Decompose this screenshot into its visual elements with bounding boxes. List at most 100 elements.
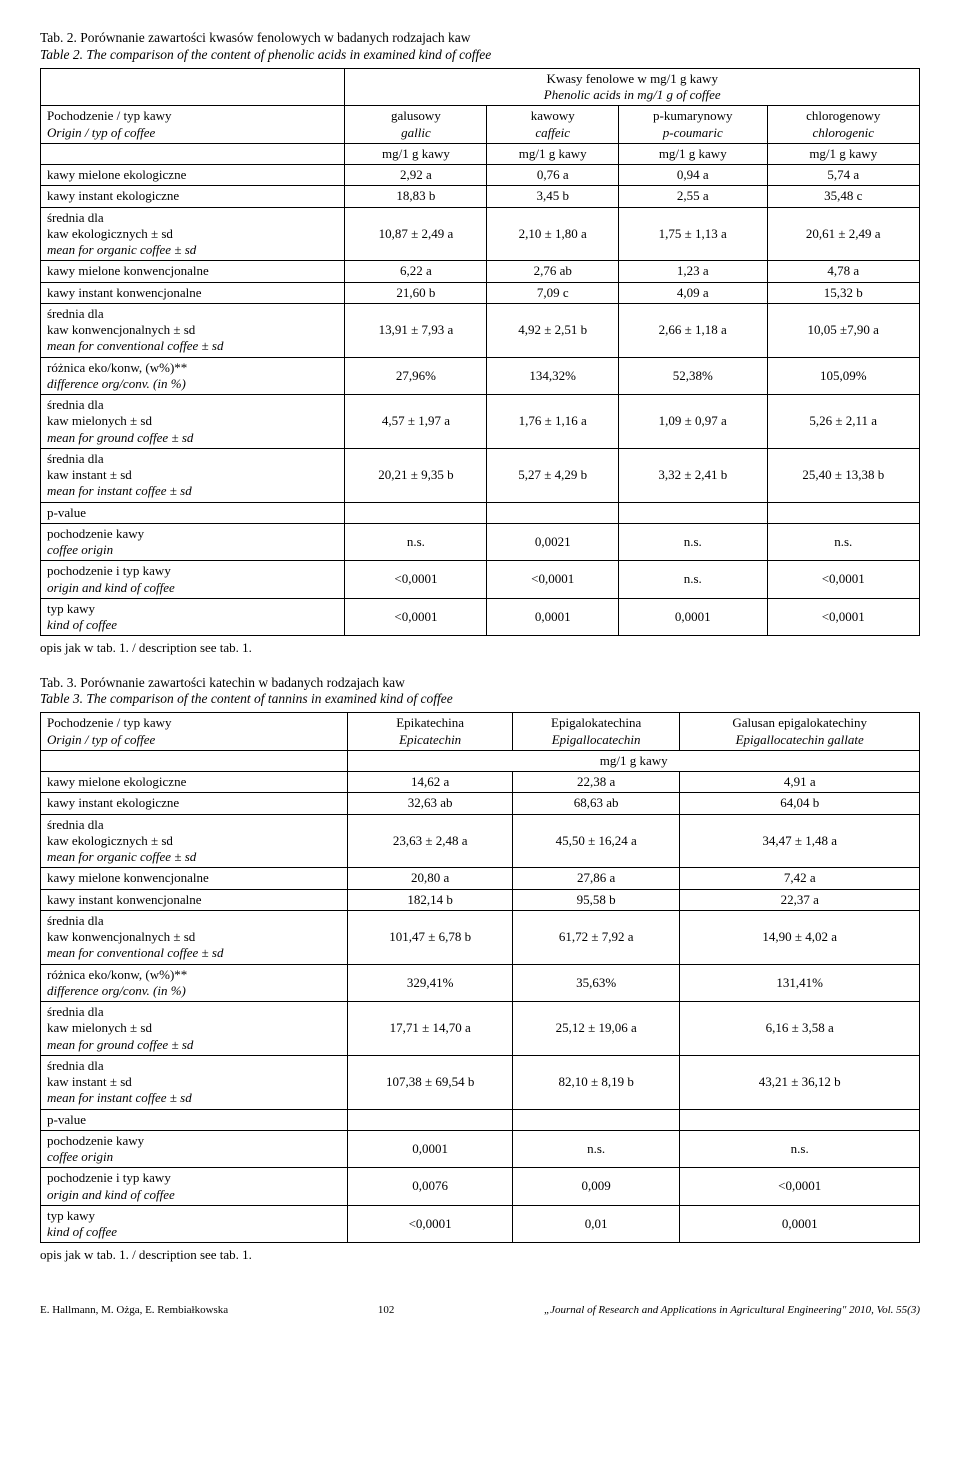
- page-footer: E. Hallmann, M. Ożga, E. Rembiałkowska 1…: [40, 1304, 920, 1318]
- table-cell: 4,78 a: [767, 261, 919, 282]
- table-cell: 27,96%: [345, 357, 487, 395]
- table-row-label: kawy mielone ekologiczne: [41, 165, 345, 186]
- table-row-label: pochodzenie i typ kawyorigin and kind of…: [41, 1168, 348, 1206]
- table-cell: 5,26 ± 2,11 a: [767, 395, 919, 449]
- table-cell: 68,63 ab: [512, 793, 680, 814]
- table2-caption: Tab. 2. Porównanie zawartości kwasów fen…: [40, 30, 920, 64]
- table-cell: 0,0001: [680, 1205, 920, 1243]
- table-cell: 2,92 a: [345, 165, 487, 186]
- table-cell: <0,0001: [680, 1168, 920, 1206]
- table-cell: 45,50 ± 16,24 a: [512, 814, 680, 868]
- table-cell: 25,40 ± 13,38 b: [767, 448, 919, 502]
- table2: Kwasy fenolowe w mg/1 g kawyPhenolic aci…: [40, 68, 920, 637]
- table-cell: n.s.: [619, 523, 768, 561]
- col-header-0: galusowygallic: [345, 106, 487, 144]
- table-cell: 34,47 ± 1,48 a: [680, 814, 920, 868]
- unit-cell: mg/1 g kawy: [345, 143, 487, 164]
- table-row-label: różnica eko/konw, (w%)**difference org/c…: [41, 357, 345, 395]
- table-cell: 4,09 a: [619, 282, 768, 303]
- table-cell: 4,92 ± 2,51 b: [487, 303, 619, 357]
- table-cell: 43,21 ± 36,12 b: [680, 1055, 920, 1109]
- table-row-label: typ kawykind of coffee: [41, 598, 345, 636]
- table-cell: 134,32%: [487, 357, 619, 395]
- table-cell: 27,86 a: [512, 868, 680, 889]
- table-row-label: kawy instant konwencjonalne: [41, 889, 348, 910]
- table-row-label: średnia dlakaw ekologicznych ± sdmean fo…: [41, 207, 345, 261]
- table-cell: 23,63 ± 2,48 a: [348, 814, 513, 868]
- table-cell: 1,23 a: [619, 261, 768, 282]
- table-cell: [619, 502, 768, 523]
- table-row-label: kawy instant konwencjonalne: [41, 282, 345, 303]
- row-header-origin: Pochodzenie / typ kawyOrigin / typ of co…: [41, 106, 345, 144]
- footer-authors: E. Hallmann, M. Ożga, E. Rembiałkowska: [40, 1304, 228, 1318]
- table-cell: [348, 1109, 513, 1130]
- table-cell: 82,10 ± 8,19 b: [512, 1055, 680, 1109]
- table-cell: 4,57 ± 1,97 a: [345, 395, 487, 449]
- table-row-label: kawy mielone ekologiczne: [41, 772, 348, 793]
- header-blank: [41, 68, 345, 106]
- table-cell: 0,0021: [487, 523, 619, 561]
- table-cell: <0,0001: [487, 561, 619, 599]
- table-cell: 131,41%: [680, 964, 920, 1002]
- table-cell: 2,55 a: [619, 186, 768, 207]
- table2-note: opis jak w tab. 1. / description see tab…: [40, 640, 920, 656]
- table-cell: 6,16 ± 3,58 a: [680, 1002, 920, 1056]
- table-row-label: średnia dlakaw ekologicznych ± sdmean fo…: [41, 814, 348, 868]
- table-cell: 0,0001: [619, 598, 768, 636]
- table-cell: [487, 502, 619, 523]
- table-cell: 2,10 ± 1,80 a: [487, 207, 619, 261]
- table-cell: 17,71 ± 14,70 a: [348, 1002, 513, 1056]
- table-row-label: średnia dlakaw mielonych ± sdmean for gr…: [41, 1002, 348, 1056]
- table-cell: 22,38 a: [512, 772, 680, 793]
- table-row-label: średnia dlakaw konwencjonalnych ± sdmean…: [41, 303, 345, 357]
- table-cell: n.s.: [512, 1130, 680, 1168]
- table-cell: [345, 502, 487, 523]
- table3: Pochodzenie / typ kawyOrigin / typ of co…: [40, 712, 920, 1243]
- table-row-label: średnia dlakaw instant ± sdmean for inst…: [41, 1055, 348, 1109]
- table-row-label: średnia dlakaw mielonych ± sdmean for gr…: [41, 395, 345, 449]
- table-cell: n.s.: [767, 523, 919, 561]
- table-cell: 22,37 a: [680, 889, 920, 910]
- col-header-1: EpigalokatechinaEpigallocatechin: [512, 713, 680, 751]
- table-cell: 0,76 a: [487, 165, 619, 186]
- table-cell: 0,94 a: [619, 165, 768, 186]
- table-cell: 4,91 a: [680, 772, 920, 793]
- table-row-label: p-value: [41, 502, 345, 523]
- table-cell: [767, 502, 919, 523]
- table-cell: 18,83 b: [345, 186, 487, 207]
- unit-cell: mg/1 g kawy: [487, 143, 619, 164]
- table-cell: 0,009: [512, 1168, 680, 1206]
- col-header-2: Galusan epigalokatechinyEpigallocatechin…: [680, 713, 920, 751]
- table-cell: [512, 1109, 680, 1130]
- table-row-label: kawy instant ekologiczne: [41, 186, 345, 207]
- table-cell: 7,09 c: [487, 282, 619, 303]
- table-cell: 14,62 a: [348, 772, 513, 793]
- footer-page: 102: [378, 1304, 395, 1318]
- footer-journal: „Journal of Research and Applications in…: [544, 1304, 920, 1318]
- table-cell: [680, 1109, 920, 1130]
- col-header-3: chlorogenowychlorogenic: [767, 106, 919, 144]
- table-row-label: p-value: [41, 1109, 348, 1130]
- table-cell: 52,38%: [619, 357, 768, 395]
- table-cell: 6,22 a: [345, 261, 487, 282]
- table-cell: 32,63 ab: [348, 793, 513, 814]
- table-cell: 107,38 ± 69,54 b: [348, 1055, 513, 1109]
- table-cell: 3,32 ± 2,41 b: [619, 448, 768, 502]
- row-header-origin: Pochodzenie / typ kawyOrigin / typ of co…: [41, 713, 348, 751]
- table-cell: <0,0001: [767, 598, 919, 636]
- header-superheader: Kwasy fenolowe w mg/1 g kawyPhenolic aci…: [345, 68, 920, 106]
- table3-caption: Tab. 3. Porównanie zawartości katechin w…: [40, 675, 920, 709]
- table3-note: opis jak w tab. 1. / description see tab…: [40, 1247, 920, 1263]
- table-cell: n.s.: [680, 1130, 920, 1168]
- table-cell: <0,0001: [767, 561, 919, 599]
- table-cell: 13,91 ± 7,93 a: [345, 303, 487, 357]
- table-cell: 5,27 ± 4,29 b: [487, 448, 619, 502]
- table-cell: <0,0001: [345, 598, 487, 636]
- table-cell: 101,47 ± 6,78 b: [348, 910, 513, 964]
- table-cell: 10,05 ±7,90 a: [767, 303, 919, 357]
- table-row-label: pochodzenie kawycoffee origin: [41, 1130, 348, 1168]
- table-cell: 21,60 b: [345, 282, 487, 303]
- table-cell: 0,0001: [348, 1130, 513, 1168]
- table3-caption-pl: Tab. 3. Porównanie zawartości katechin w…: [40, 675, 920, 692]
- table-cell: 25,12 ± 19,06 a: [512, 1002, 680, 1056]
